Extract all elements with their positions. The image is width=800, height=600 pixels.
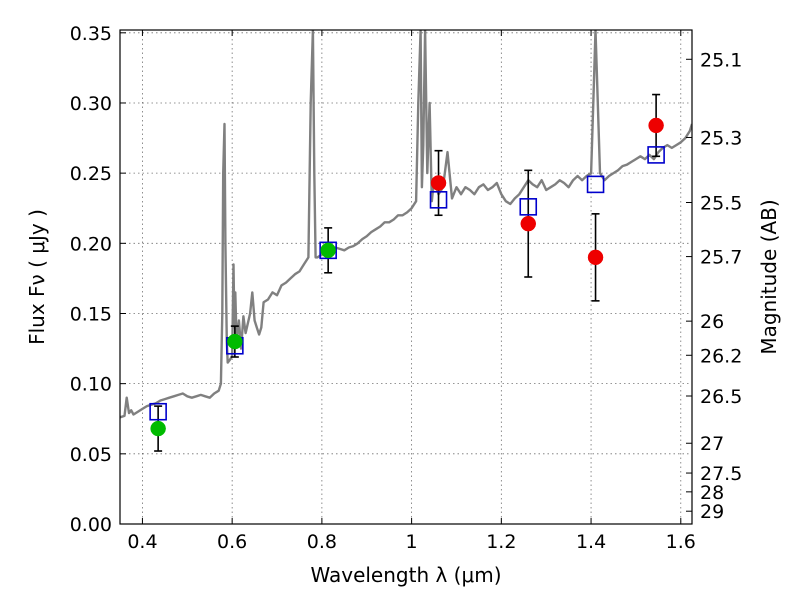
- model-photometry-marker: [519, 198, 538, 216]
- model-photometry-marker: [319, 241, 337, 260]
- observed-flux-marker: [227, 333, 243, 350]
- tick-marks: [120, 30, 692, 525]
- observed-flux-marker: [520, 215, 537, 232]
- y-axis-title: Flux Fν ( μJy ): [25, 209, 49, 345]
- mag-tick-label: 26: [700, 311, 724, 333]
- observed-flux-marker: [648, 117, 664, 134]
- y-tick-label: 0.15: [70, 303, 112, 325]
- spectrum-layer: [120, 30, 692, 419]
- marker-layer: [149, 117, 665, 437]
- mag-tick-label: 27.5: [700, 463, 742, 485]
- mag-tick-label: 27: [700, 433, 724, 455]
- y-tick-label: 0.20: [70, 233, 112, 255]
- y-tick-label: 0.30: [70, 93, 112, 115]
- x-tick-label: 1: [406, 531, 418, 553]
- x-tick-label: 1.6: [666, 531, 696, 553]
- mag-tick-label: 26.2: [700, 345, 742, 367]
- mag-tick-label: 26.5: [700, 386, 742, 408]
- x-tick-label: 1.4: [576, 531, 606, 553]
- y-tick-label: 0.35: [70, 23, 112, 45]
- observed-flux-marker: [320, 242, 336, 259]
- y-tick-label: 0.00: [70, 514, 112, 536]
- model-photometry-marker: [429, 191, 448, 209]
- observed-flux-marker: [587, 249, 604, 266]
- x-axis-title: Wavelength λ (μm): [310, 563, 501, 587]
- y-tick-label: 0.25: [70, 163, 112, 185]
- x-tick-label: 0.4: [127, 531, 157, 553]
- model-photometry-marker: [149, 402, 167, 421]
- tick-labels: 0.4 0.6 0.8 1 1.2 1.4 1.6 0.00 0.05 0.10 0.15 0.20 0…: [70, 23, 743, 553]
- y-tick-label: 0.05: [70, 444, 112, 466]
- x-tick-label: 1.2: [486, 531, 516, 553]
- x-tick-label: 0.6: [217, 531, 247, 553]
- right-axis-title: Magnitude (AB): [757, 199, 781, 354]
- x-tick-label: 0.8: [307, 531, 337, 553]
- observed-flux-marker: [150, 420, 166, 437]
- model-spectrum-line: [120, 30, 692, 419]
- y-tick-label: 0.10: [70, 374, 112, 396]
- model-photometry-marker: [647, 146, 665, 164]
- mag-tick-label: 29: [700, 501, 724, 523]
- mag-tick-label: 25.7: [700, 247, 742, 269]
- plot-frame: [119, 29, 693, 525]
- mag-tick-label: 28: [700, 482, 724, 504]
- mag-tick-label: 25.1: [700, 49, 742, 71]
- model-photometry-marker: [586, 175, 605, 194]
- mag-tick-label: 25.5: [700, 192, 742, 214]
- mag-tick-label: 25.3: [700, 127, 742, 149]
- observed-flux-marker: [430, 175, 447, 191]
- plot-background: [120, 30, 692, 524]
